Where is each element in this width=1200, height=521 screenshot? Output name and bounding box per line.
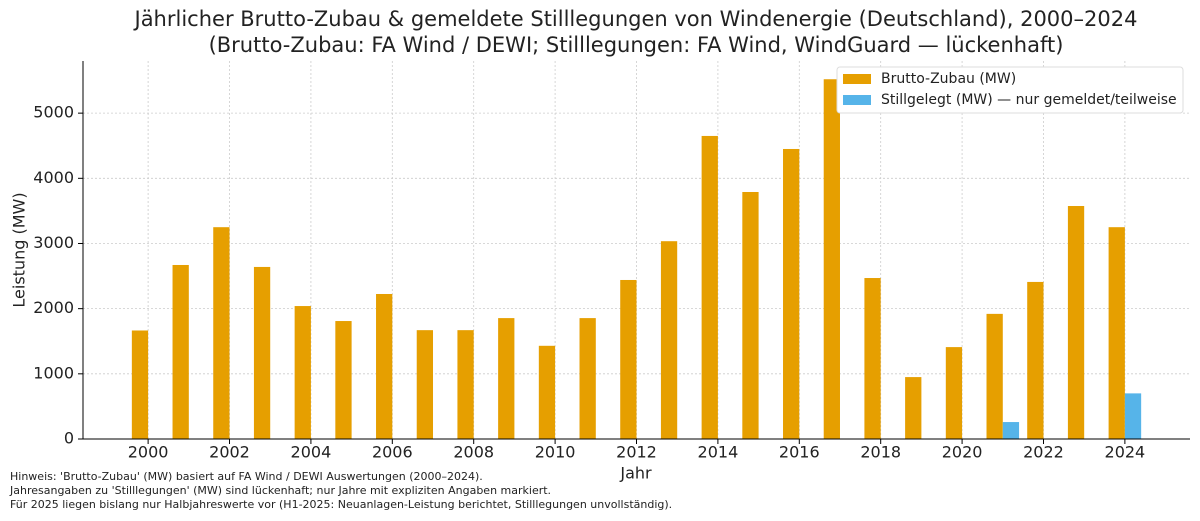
bar: [660, 241, 678, 439]
bar: [620, 279, 637, 439]
bar: [538, 345, 556, 439]
x-tick-label: 2002: [209, 443, 250, 462]
y-tick-label: 5000: [33, 103, 74, 122]
bar: [172, 264, 189, 439]
chart-subtitle: (Brutto-Zubau: FA Wind / DEWI; Stilllegu…: [209, 33, 1064, 57]
y-axis-label: Leistung (MW): [10, 192, 29, 307]
y-tick-label: 0: [64, 429, 74, 448]
legend-swatch: [843, 95, 871, 105]
x-tick-label: 2006: [372, 443, 413, 462]
legend-box: [836, 66, 1184, 114]
x-tick-label: 2004: [291, 443, 332, 462]
footnote: Hinweis: 'Brutto-Zubau' (MW) basiert auf…: [10, 470, 483, 483]
y-tick-label: 1000: [33, 363, 74, 382]
bar: [335, 321, 352, 439]
x-tick-label: 2010: [535, 443, 576, 462]
x-tick-label: 2020: [942, 443, 983, 462]
legend-swatch: [843, 74, 871, 84]
x-tick-label: 2018: [860, 443, 901, 462]
bar: [1002, 422, 1020, 439]
x-axis-label: Jahr: [619, 464, 652, 483]
y-tick-label: 4000: [33, 168, 74, 187]
bar: [905, 377, 922, 439]
footnote: Für 2025 liegen bislang nur Halbjahreswe…: [10, 498, 672, 511]
bar: [253, 266, 271, 439]
bar: [1124, 393, 1142, 439]
bar: [1108, 227, 1125, 439]
bar: [416, 330, 434, 439]
y-tick-label: 2000: [33, 298, 74, 317]
bar: [131, 330, 149, 439]
bar: [701, 135, 718, 439]
bar: [864, 278, 881, 439]
bar: [1067, 206, 1085, 439]
bar: [945, 347, 963, 439]
x-tick-label: 2012: [616, 443, 657, 462]
x-tick-label: 2024: [1105, 443, 1146, 462]
x-tick-label: 2014: [698, 443, 739, 462]
bar: [783, 148, 800, 439]
bar: [742, 191, 759, 439]
bar: [579, 318, 596, 439]
x-tick-label: 2022: [1023, 443, 1064, 462]
bar: [823, 79, 840, 439]
bar: [1027, 281, 1044, 439]
bar: [498, 318, 515, 439]
chart-title: Jährlicher Brutto-Zubau & gemeldete Stil…: [133, 7, 1138, 31]
bar: [294, 306, 311, 439]
bar: [986, 313, 1003, 439]
x-tick-label: 2000: [128, 443, 169, 462]
legend-label: Stillgelegt (MW) — nur gemeldet/teilweis…: [881, 92, 1177, 108]
bar: [457, 330, 474, 439]
x-tick-label: 2008: [453, 443, 494, 462]
bar: [376, 293, 393, 439]
footnote: Jahresangaben zu 'Stilllegungen' (MW) si…: [9, 484, 551, 497]
bar: [213, 227, 230, 439]
legend-label: Brutto-Zubau (MW): [881, 71, 1016, 87]
x-tick-label: 2016: [779, 443, 820, 462]
y-tick-label: 3000: [33, 233, 74, 252]
